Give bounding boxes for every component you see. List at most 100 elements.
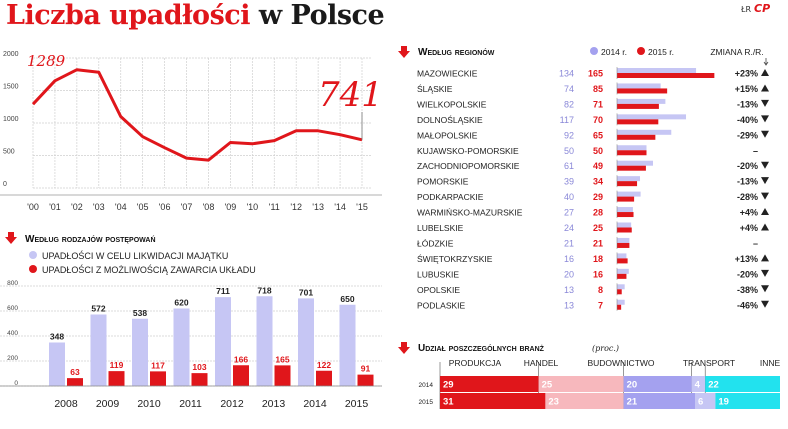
procedures-bar-liquidation (339, 304, 356, 386)
title-black-part: w Polsce (258, 0, 385, 31)
industry-share-value: 4 (695, 380, 701, 391)
line-y-tick-label: 1500 (3, 84, 19, 91)
line-x-tick-label: '11 (269, 202, 280, 212)
procedures-value-label-arrangement: 166 (234, 354, 248, 364)
legend-marker-liquidation (29, 251, 37, 259)
procedures-category-label: 2009 (96, 398, 120, 410)
procedures-value-label-liquidation: 711 (216, 286, 230, 296)
region-value-2014: 92 (564, 130, 574, 140)
region-value-2014: 13 (564, 285, 574, 295)
procedures-category-label: 2013 (262, 398, 286, 410)
region-change-value: -38% (737, 285, 758, 295)
industry-category-label: HANDEL (524, 358, 559, 368)
procedures-y-tick-label: 200 (7, 355, 18, 362)
region-bar-2015 (617, 258, 628, 264)
industry-share-segment (623, 376, 692, 392)
region-value-2014: 74 (564, 84, 574, 94)
region-name-label: DOLNOŚLĄSKIE (417, 114, 483, 125)
region-bar-2014 (617, 253, 627, 259)
region-change-value: -46% (737, 300, 758, 310)
up-triangle-icon (761, 254, 769, 262)
region-value-2014: 21 (564, 238, 574, 248)
industry-share-value: 22 (708, 380, 719, 391)
procedures-value-label-arrangement: 91 (361, 364, 371, 374)
down-triangle-icon (761, 130, 769, 138)
region-change-value: -13% (737, 99, 758, 109)
region-value-2014: 50 (564, 146, 574, 156)
region-bar-2014 (617, 98, 666, 104)
line-x-tick-label: '14 (334, 202, 346, 212)
procedures-bar-arrangement (233, 365, 249, 386)
procedures-category-label: 2012 (220, 398, 244, 410)
line-x-tick-label: '10 (246, 202, 258, 212)
region-name-label: KUJAWSKO-POMORSKIE (417, 146, 519, 156)
industry-share-value: 19 (718, 397, 729, 408)
line-x-tick-label: '05 (137, 202, 149, 212)
down-arrow-icon (5, 232, 17, 244)
region-name-label: LUBELSKIE (417, 223, 464, 233)
procedures-bar-arrangement (316, 370, 332, 386)
procedures-bar-liquidation (215, 297, 231, 386)
region-name-label: ŚWIĘTOKRZYSKIE (417, 253, 493, 264)
region-name-label: LUBUSKIE (417, 269, 459, 279)
down-triangle-icon (761, 300, 769, 308)
region-value-2015: 8 (598, 285, 603, 295)
region-bar-2015 (617, 289, 622, 295)
region-value-2015: 18 (593, 254, 603, 264)
region-bar-2014 (617, 176, 641, 182)
region-name-label: MAZOWIECKIE (417, 69, 478, 79)
industry-share-value: 21 (627, 397, 638, 408)
legend-marker-2014 (590, 47, 598, 55)
region-value-2015: 85 (593, 84, 603, 94)
procedures-bar-liquidation (132, 318, 148, 386)
industry-share-value: 25 (542, 380, 553, 391)
line-x-tick-label: '02 (71, 202, 83, 212)
region-name-label: WARMIŃSKO-MAZURSKIE (417, 208, 523, 218)
region-value-2015: 65 (593, 130, 603, 140)
line-x-tick-label: '15 (356, 202, 368, 212)
legend-label-2015: 2015 r. (648, 47, 674, 57)
procedures-value-label-liquidation: 701 (299, 287, 313, 297)
procedures-value-label-arrangement: 103 (192, 362, 206, 372)
region-name-label: ŁÓDZKIE (417, 238, 454, 248)
procedures-value-label-arrangement: 63 (70, 367, 80, 377)
region-bar-2014 (617, 129, 672, 135)
region-value-2015: 21 (593, 238, 603, 248)
line-x-tick-label: '08 (203, 202, 215, 212)
regions-title: Według regionów (418, 47, 495, 58)
annotation-last-value: 741 (318, 75, 383, 115)
region-bar-2014 (617, 222, 632, 228)
line-x-tick-label: '01 (49, 202, 61, 212)
region-bar-2015 (617, 212, 634, 218)
procedures-bar-liquidation (298, 298, 314, 386)
region-name-label: PODLASKIE (417, 300, 466, 310)
region-value-2014: 134 (559, 69, 574, 79)
procedures-y-tick-label: 400 (7, 330, 18, 337)
region-change-value: +13% (735, 254, 758, 264)
region-bar-2014 (617, 114, 687, 120)
line-x-tick-label: '00 (27, 202, 39, 212)
series-line (31, 68, 363, 162)
change-column-arrow-icon (763, 58, 769, 66)
region-bar-2014 (617, 145, 647, 151)
line-x-tick-label: '09 (225, 202, 237, 212)
down-triangle-icon (761, 99, 769, 107)
down-triangle-icon (761, 285, 769, 293)
region-value-2015: 34 (593, 177, 603, 187)
industry-category-label: BUDOWNICTWO (587, 358, 654, 368)
region-bar-2015 (617, 119, 659, 125)
region-name-label: PODKARPACKIE (417, 192, 484, 202)
region-bar-2015 (617, 196, 635, 202)
line-x-tick-label: '04 (115, 202, 127, 212)
title-red-part: Liczba upadłości (6, 0, 250, 31)
procedures-value-label-arrangement: 122 (317, 360, 331, 370)
region-bar-2015 (617, 150, 647, 156)
down-triangle-icon (761, 192, 769, 200)
region-name-label: MAŁOPOLSKIE (417, 130, 478, 140)
region-name-label: WIELKOPOLSKIE (417, 99, 487, 109)
line-y-tick-label: 0 (3, 181, 7, 188)
region-value-2015: 7 (598, 300, 603, 310)
region-name-label: POMORSKIE (417, 177, 469, 187)
region-bar-2015 (617, 103, 659, 109)
